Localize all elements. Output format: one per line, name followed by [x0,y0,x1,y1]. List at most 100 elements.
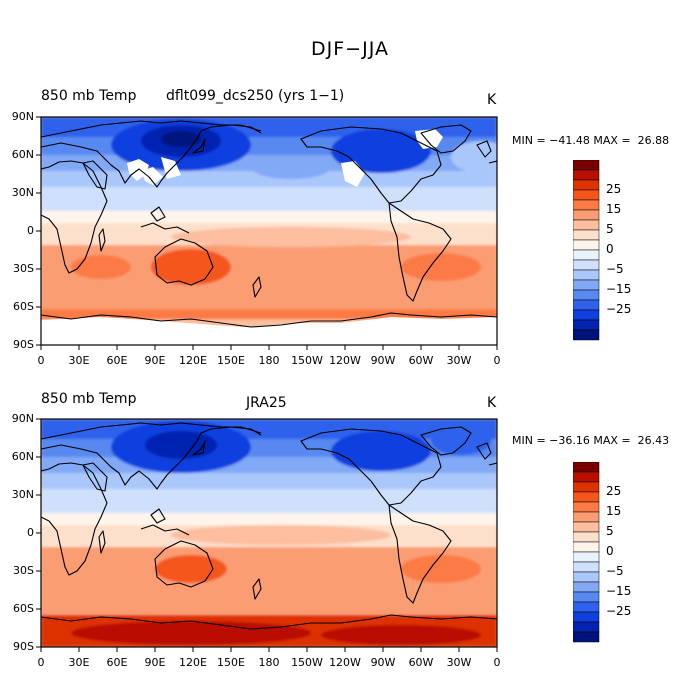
legend-swatch [573,209,600,221]
lon-tick-label: 150W [291,656,323,669]
legend-swatch [573,239,600,251]
lon-tick-label: 180 [258,354,280,367]
legend-swatch [573,189,600,201]
legend-tick-label: −25 [606,302,632,316]
legend-tick-label: −25 [606,604,632,618]
legend-swatch [573,179,600,191]
lat-tick-label: 0 [27,224,34,237]
legend-swatch [573,289,600,301]
legend-swatch [573,551,600,563]
legend-tick-label: 25 [606,182,622,196]
panel1-min-max: MIN = −41.48 MAX = 26.88 [512,134,670,147]
legend-swatch [573,329,600,341]
legend-swatch [573,219,600,231]
legend-swatch [573,511,600,523]
legend-tick-label: 15 [606,504,622,518]
panel2-variable-title: 850 mb Temp [41,391,137,407]
legend-swatch [573,462,600,473]
lon-tick-label: 90E [144,656,166,669]
lon-tick-label: 180 [258,656,280,669]
lon-tick-label: 30E [68,656,90,669]
lat-tick-label: 30N [11,488,34,501]
legend-tick-label: 5 [606,222,614,236]
legend-swatch [573,249,600,261]
legend-swatch [573,299,600,311]
legend-swatch [573,269,600,281]
lat-tick-label: 60N [11,148,34,161]
legend-swatch [573,501,600,513]
lon-tick-label: 150E [217,354,245,367]
legend-swatch [573,541,600,553]
legend-swatch [573,621,600,633]
lon-tick-label: 30W [446,656,472,669]
legend-swatch [573,631,600,643]
lon-tick-label: 60W [408,354,434,367]
legend-tick-label: −15 [606,584,632,598]
lon-tick-label: 90W [370,656,396,669]
legend-swatch [573,531,600,543]
legend-swatch [573,169,600,181]
legend-swatch [573,160,600,171]
legend-swatch [573,601,600,613]
lat-tick-label: 30S [13,564,34,577]
legend-tick-label: 15 [606,202,622,216]
lon-tick-label: 0 [37,656,45,669]
lon-tick-label: 150W [291,354,323,367]
legend-swatch [573,279,600,291]
legend-swatch [573,199,600,211]
legend-tick-label: −5 [606,262,624,276]
lon-tick-label: 60E [106,656,128,669]
lat-tick-label: 90S [13,338,34,351]
lon-tick-label: 120W [329,354,361,367]
lat-tick-label: 90S [13,640,34,653]
lon-tick-label: 120E [179,354,207,367]
lat-tick-label: 60S [13,300,34,313]
lon-tick-label: 0 [493,656,501,669]
lat-tick-label: 90N [11,412,34,425]
legend-swatch [573,309,600,321]
legend-swatch [573,561,600,573]
legend-swatch [573,571,600,583]
lon-tick-label: 120W [329,656,361,669]
lon-tick-label: 60W [408,656,434,669]
panel2-case-title: JRA25 [246,395,287,411]
lat-tick-label: 90N [11,110,34,123]
legend-tick-label: −15 [606,282,632,296]
legend-tick-label: 0 [606,242,614,256]
panel1-color-legend [573,160,600,341]
lon-tick-label: 0 [493,354,501,367]
panel2-min-max: MIN = −36.16 MAX = 26.43 [512,434,670,447]
legend-swatch [573,229,600,241]
legend-tick-label: 25 [606,484,622,498]
legend-swatch [573,591,600,603]
lon-tick-label: 90E [144,354,166,367]
lat-tick-label: 30S [13,262,34,275]
lon-tick-label: 60E [106,354,128,367]
panel2-color-legend [573,462,600,643]
lat-tick-label: 60S [13,602,34,615]
legend-swatch [573,319,600,331]
legend-tick-label: −5 [606,564,624,578]
panel2-unit: K [487,395,497,411]
lon-tick-label: 30E [68,354,90,367]
legend-swatch [573,259,600,271]
legend-swatch [573,611,600,623]
panel1-variable-title: 850 mb Temp [41,88,137,104]
figure-title: DJF−JJA [311,38,389,60]
panel1-unit: K [487,92,497,108]
legend-tick-label: 0 [606,544,614,558]
legend-swatch [573,481,600,493]
legend-swatch [573,521,600,533]
lon-tick-label: 90W [370,354,396,367]
lon-tick-label: 120E [179,656,207,669]
legend-tick-label: 5 [606,524,614,538]
legend-swatch [573,581,600,593]
legend-swatch [573,491,600,503]
lon-tick-label: 0 [37,354,45,367]
lon-tick-label: 30W [446,354,472,367]
panel1-case-title: dflt099_dcs250 (yrs 1−1) [166,88,345,104]
lat-tick-label: 0 [27,526,34,539]
lat-tick-label: 30N [11,186,34,199]
lat-tick-label: 60N [11,450,34,463]
